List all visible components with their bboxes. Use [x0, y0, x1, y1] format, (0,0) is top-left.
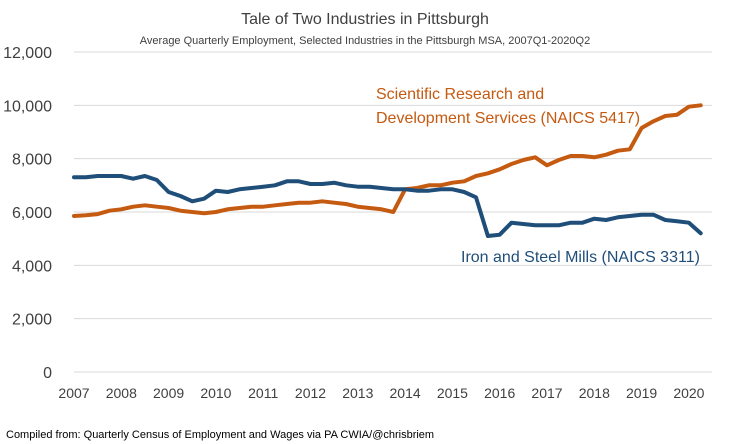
x-tick-label: 2009: [153, 385, 184, 401]
x-axis-ticks: 2007 2008 2009 2010 2011 2012 2013 2014 2015 2016…: [58, 385, 704, 401]
x-tick-label: 2007: [58, 385, 89, 401]
y-tick-label: 4,000: [12, 258, 52, 275]
series-label-line: Development Services (NAICS 5417): [376, 110, 640, 127]
series-label-line: Iron and Steel Mills (NAICS 3311): [461, 249, 700, 266]
x-tick-label: 2015: [437, 385, 468, 401]
x-tick-label: 2010: [200, 385, 231, 401]
series-line-0: [72, 103, 703, 218]
x-tick-label: 2012: [295, 385, 326, 401]
x-tick-label: 2017: [531, 385, 562, 401]
y-tick-label: 12,000: [3, 45, 52, 62]
series-label-iron-steel: Iron and Steel Mills (NAICS 3311): [461, 249, 700, 266]
x-tick-label: 2008: [106, 385, 137, 401]
x-tick-label: 2011: [248, 385, 278, 401]
x-tick-label: 2014: [390, 385, 421, 401]
chart-subtitle: Average Quarterly Employment, Selected I…: [140, 35, 590, 47]
x-tick-label: 2019: [626, 385, 657, 401]
y-axis-ticks: 0 2,000 4,000 6,000 8,000 10,000 12,000: [3, 45, 52, 382]
y-tick-label: 0: [43, 365, 52, 382]
y-tick-label: 8,000: [12, 152, 52, 169]
series-line-1: [72, 174, 703, 238]
x-tick-label: 2016: [484, 385, 515, 401]
series-lines: [72, 103, 703, 238]
x-tick-label: 2018: [579, 385, 610, 401]
y-tick-label: 10,000: [3, 98, 52, 115]
x-tick-label: 2013: [342, 385, 373, 401]
series-label-line: Scientific Research and: [376, 86, 544, 103]
source-note: Compiled from: Quarterly Census of Emplo…: [6, 429, 434, 441]
y-tick-label: 6,000: [12, 205, 52, 222]
chart-title: Tale of Two Industries in Pittsburgh: [241, 11, 489, 28]
x-tick-label: 2020: [673, 385, 704, 401]
y-tick-label: 2,000: [12, 312, 52, 329]
series-label-scientific-research: Scientific Research and Development Serv…: [376, 86, 640, 127]
